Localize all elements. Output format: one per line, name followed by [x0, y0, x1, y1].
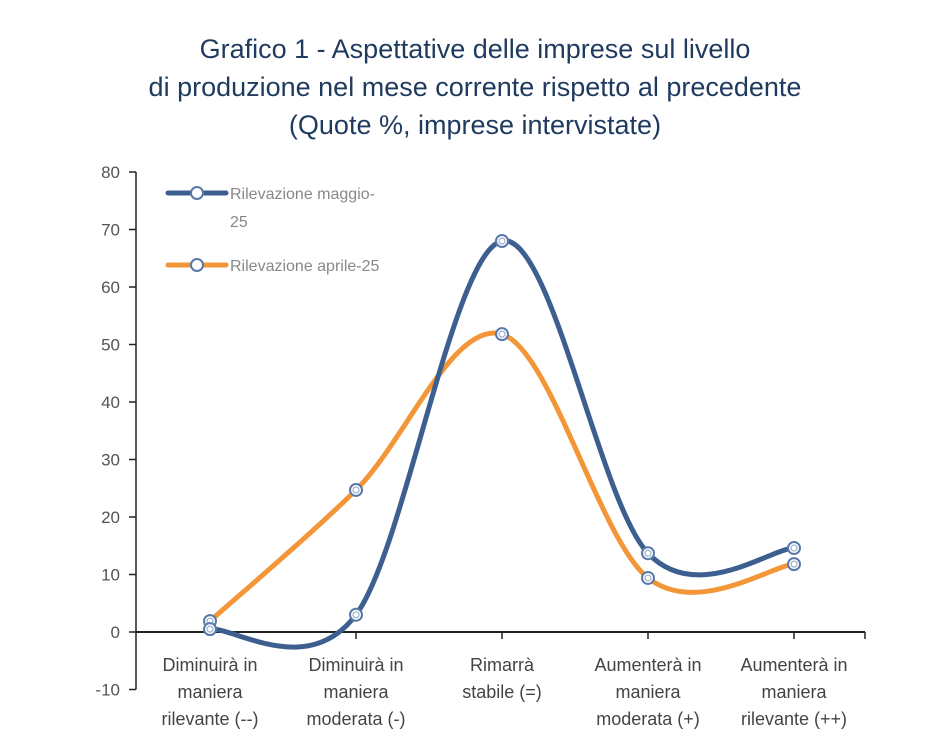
y-tick-label: 10: [101, 566, 120, 585]
data-point: [641, 570, 655, 585]
y-tick-label: 40: [101, 393, 120, 412]
legend-marker: [190, 186, 204, 200]
x-category-label: stabile (=): [462, 682, 542, 702]
y-tick-label: 0: [111, 623, 120, 642]
data-point-inner: [644, 574, 652, 582]
x-category-label: Aumenterà in: [740, 655, 847, 675]
y-tick-label: 60: [101, 278, 120, 297]
title-line-3: (Quote %, imprese intervistate): [288, 110, 662, 140]
data-point: [787, 557, 801, 572]
x-category-label: moderata (+): [596, 709, 700, 729]
series-line: [207, 238, 797, 650]
series-line: [207, 330, 797, 624]
legend-marker: [190, 258, 204, 272]
data-point: [495, 234, 509, 248]
x-category-label: rilevante (--): [161, 709, 258, 729]
x-category-label: maniera: [615, 682, 681, 702]
y-tick-label: 50: [101, 336, 120, 355]
x-category-label: moderata (-): [306, 709, 405, 729]
data-point-inner: [206, 625, 214, 633]
chart-title: Grafico 1 - Aspettative delle imprese su…: [0, 30, 940, 144]
data-point: [787, 541, 801, 556]
x-category-label: Aumenterà in: [594, 655, 701, 675]
y-tick-label: 30: [101, 451, 120, 470]
data-point: [349, 607, 363, 622]
x-category-label: Diminuirà in: [308, 655, 403, 675]
data-point: [203, 622, 217, 637]
x-category-label: rilevante (++): [741, 709, 847, 729]
legend-label: 25: [230, 214, 248, 231]
legend-label: Rilevazione aprile-25: [230, 258, 380, 275]
x-category-label: maniera: [761, 682, 827, 702]
x-category-label: Rimarrà: [470, 655, 535, 675]
title-line-2: di produzione nel mese corrente rispetto…: [148, 72, 802, 102]
data-point-inner: [352, 611, 360, 619]
data-point-inner: [790, 560, 798, 568]
y-tick-label: 70: [101, 221, 120, 240]
data-point-inner: [352, 486, 360, 494]
legend-label: Rilevazione maggio-: [230, 186, 375, 203]
data-point-inner: [644, 549, 652, 557]
y-tick-label: -10: [95, 681, 120, 700]
x-category-label: maniera: [323, 682, 389, 702]
y-tick-label: 80: [101, 163, 120, 182]
y-tick-label: 20: [101, 508, 120, 527]
data-point-inner: [498, 330, 506, 338]
title-line-1: Grafico 1 - Aspettative delle imprese su…: [199, 34, 751, 64]
data-point: [641, 546, 655, 561]
data-point: [495, 327, 509, 342]
data-point-inner: [790, 544, 798, 552]
x-category-label: Diminuirà in: [162, 655, 257, 675]
data-point-inner: [498, 237, 506, 245]
data-point: [349, 482, 363, 497]
x-category-label: maniera: [177, 682, 243, 702]
